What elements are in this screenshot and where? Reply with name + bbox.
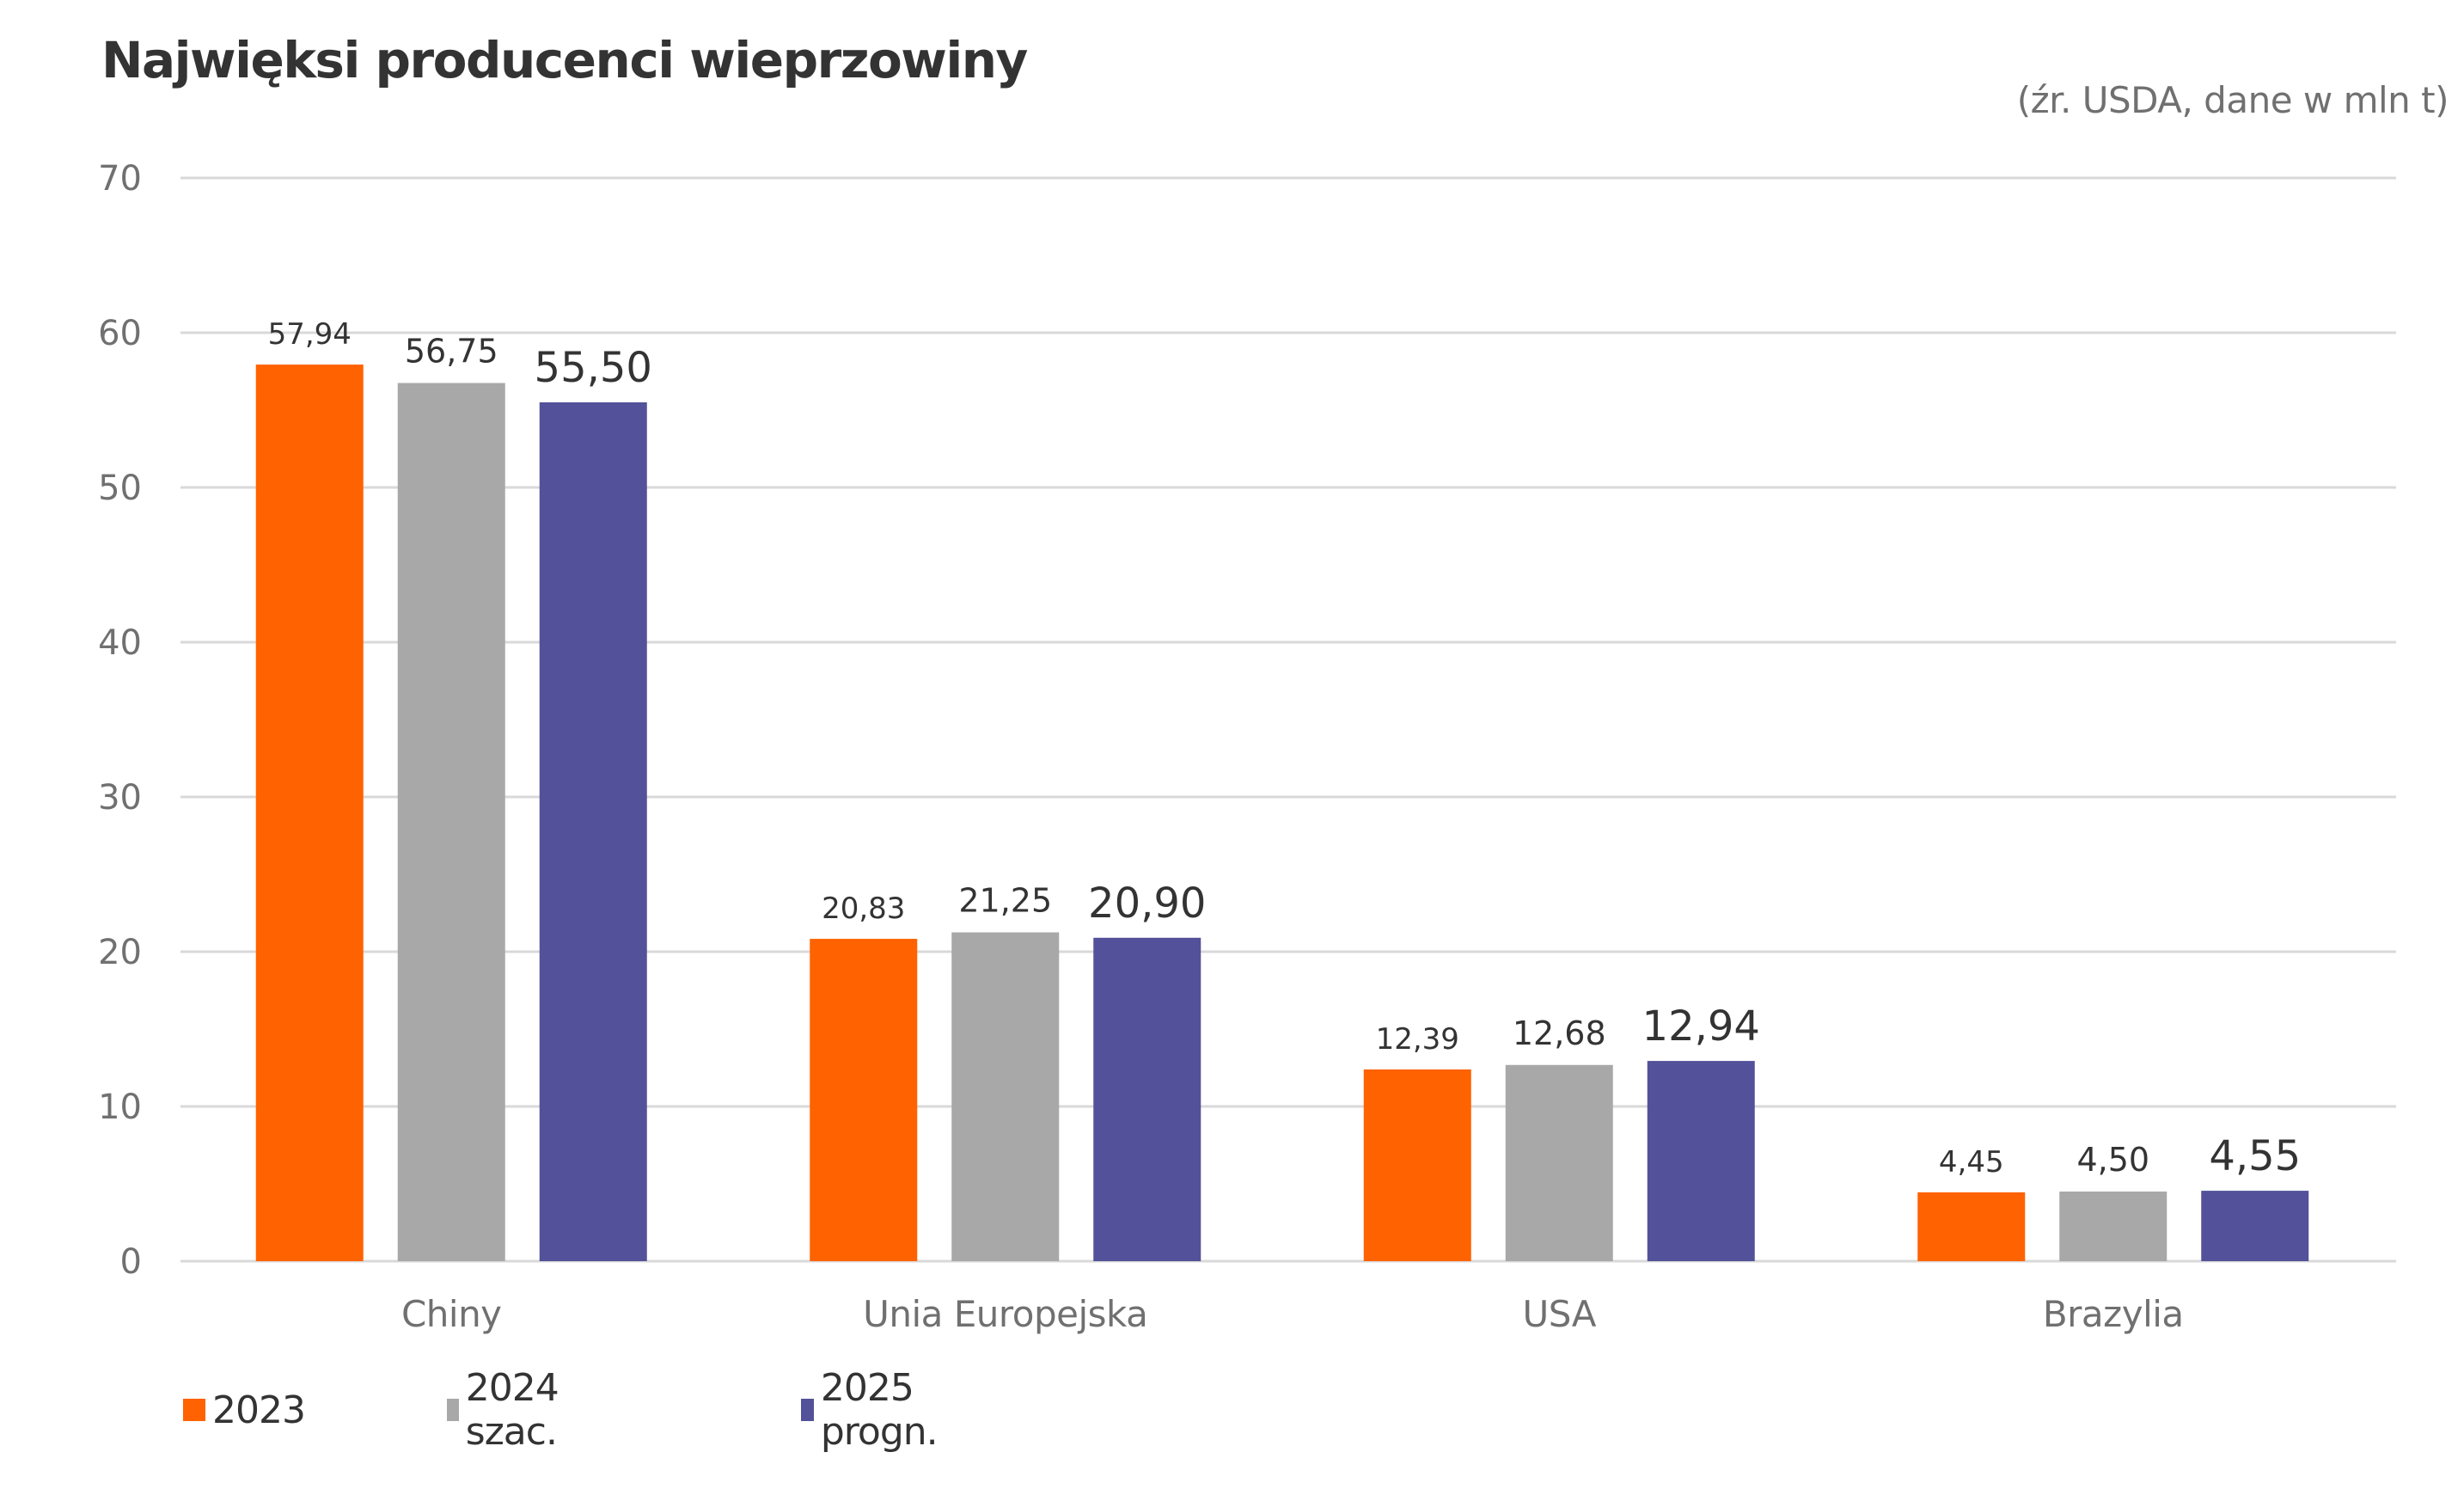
gridlines (180, 176, 2396, 1263)
data-label: 12,94 (1642, 1002, 1760, 1051)
data-label: 12,68 (1513, 1014, 1606, 1052)
bar-brazylia-2024 (2059, 1192, 2167, 1261)
y-tick-label: 40 (98, 623, 142, 663)
data-label: 4,50 (2076, 1141, 2149, 1179)
x-axis-categories: Chiny Unia Europejska USA Brazylia (401, 1293, 2184, 1335)
y-axis-ticks: 0 10 20 30 40 50 60 70 (98, 159, 142, 1282)
x-category-label: Chiny (401, 1293, 502, 1335)
x-category-label: Unia Europejska (863, 1293, 1147, 1335)
legend-swatch-icon (801, 1399, 814, 1421)
legend-label: 2023 (212, 1388, 306, 1432)
legend-item: 2023 (183, 1384, 306, 1436)
bar-unia-europejska-2024 (951, 932, 1060, 1261)
bar-chiny-2025 (539, 402, 647, 1261)
legend-label: 2025 progn. (820, 1366, 939, 1454)
data-label: 57,94 (268, 317, 352, 352)
bar-usa-2025 (1647, 1061, 1755, 1261)
legend-swatch-icon (447, 1399, 459, 1421)
data-label: 4,55 (2209, 1132, 2301, 1180)
chart-title: Najwięksi producenci wieprzowiny (101, 31, 1028, 89)
legend-label: 2024 szac. (465, 1366, 559, 1454)
data-label: 12,39 (1376, 1022, 1459, 1057)
bar-chiny-2023 (255, 365, 364, 1262)
data-labels: 57,94 56,75 55,50 20,83 21,25 20,90 12,39 12,68… (268, 317, 2302, 1180)
bars (255, 365, 2309, 1262)
legend-swatch-icon (183, 1399, 205, 1421)
y-tick-label: 20 (98, 933, 142, 972)
legend-item: 2025 progn. (801, 1366, 947, 1454)
data-label: 56,75 (405, 333, 498, 371)
y-tick-label: 10 (98, 1088, 142, 1127)
bar-usa-2023 (1363, 1069, 1471, 1261)
x-category-label: Brazylia (2043, 1293, 2184, 1335)
data-label: 55,50 (535, 344, 652, 392)
bar-chiny-2024 (397, 383, 505, 1261)
y-tick-label: 50 (98, 469, 142, 508)
data-label: 4,45 (1939, 1145, 2004, 1180)
y-tick-label: 30 (98, 778, 142, 818)
data-label: 20,83 (822, 892, 905, 926)
bar-unia-europejska-2025 (1093, 937, 1201, 1261)
y-tick-label: 60 (98, 314, 142, 353)
x-category-label: USA (1523, 1293, 1597, 1335)
bar-unia-europejska-2023 (810, 939, 918, 1261)
chart-subtitle-source: (źr. USDA, dane w mln t) (2016, 79, 2449, 121)
data-label: 21,25 (958, 882, 1052, 920)
y-tick-label: 70 (98, 159, 142, 199)
bar-usa-2024 (1505, 1064, 1613, 1261)
data-label: 20,90 (1088, 879, 1206, 928)
bar-brazylia-2025 (2201, 1191, 2309, 1261)
bar-brazylia-2023 (1917, 1192, 2026, 1261)
legend-item: 2024 szac. (447, 1366, 569, 1454)
y-tick-label: 0 (120, 1242, 142, 1282)
